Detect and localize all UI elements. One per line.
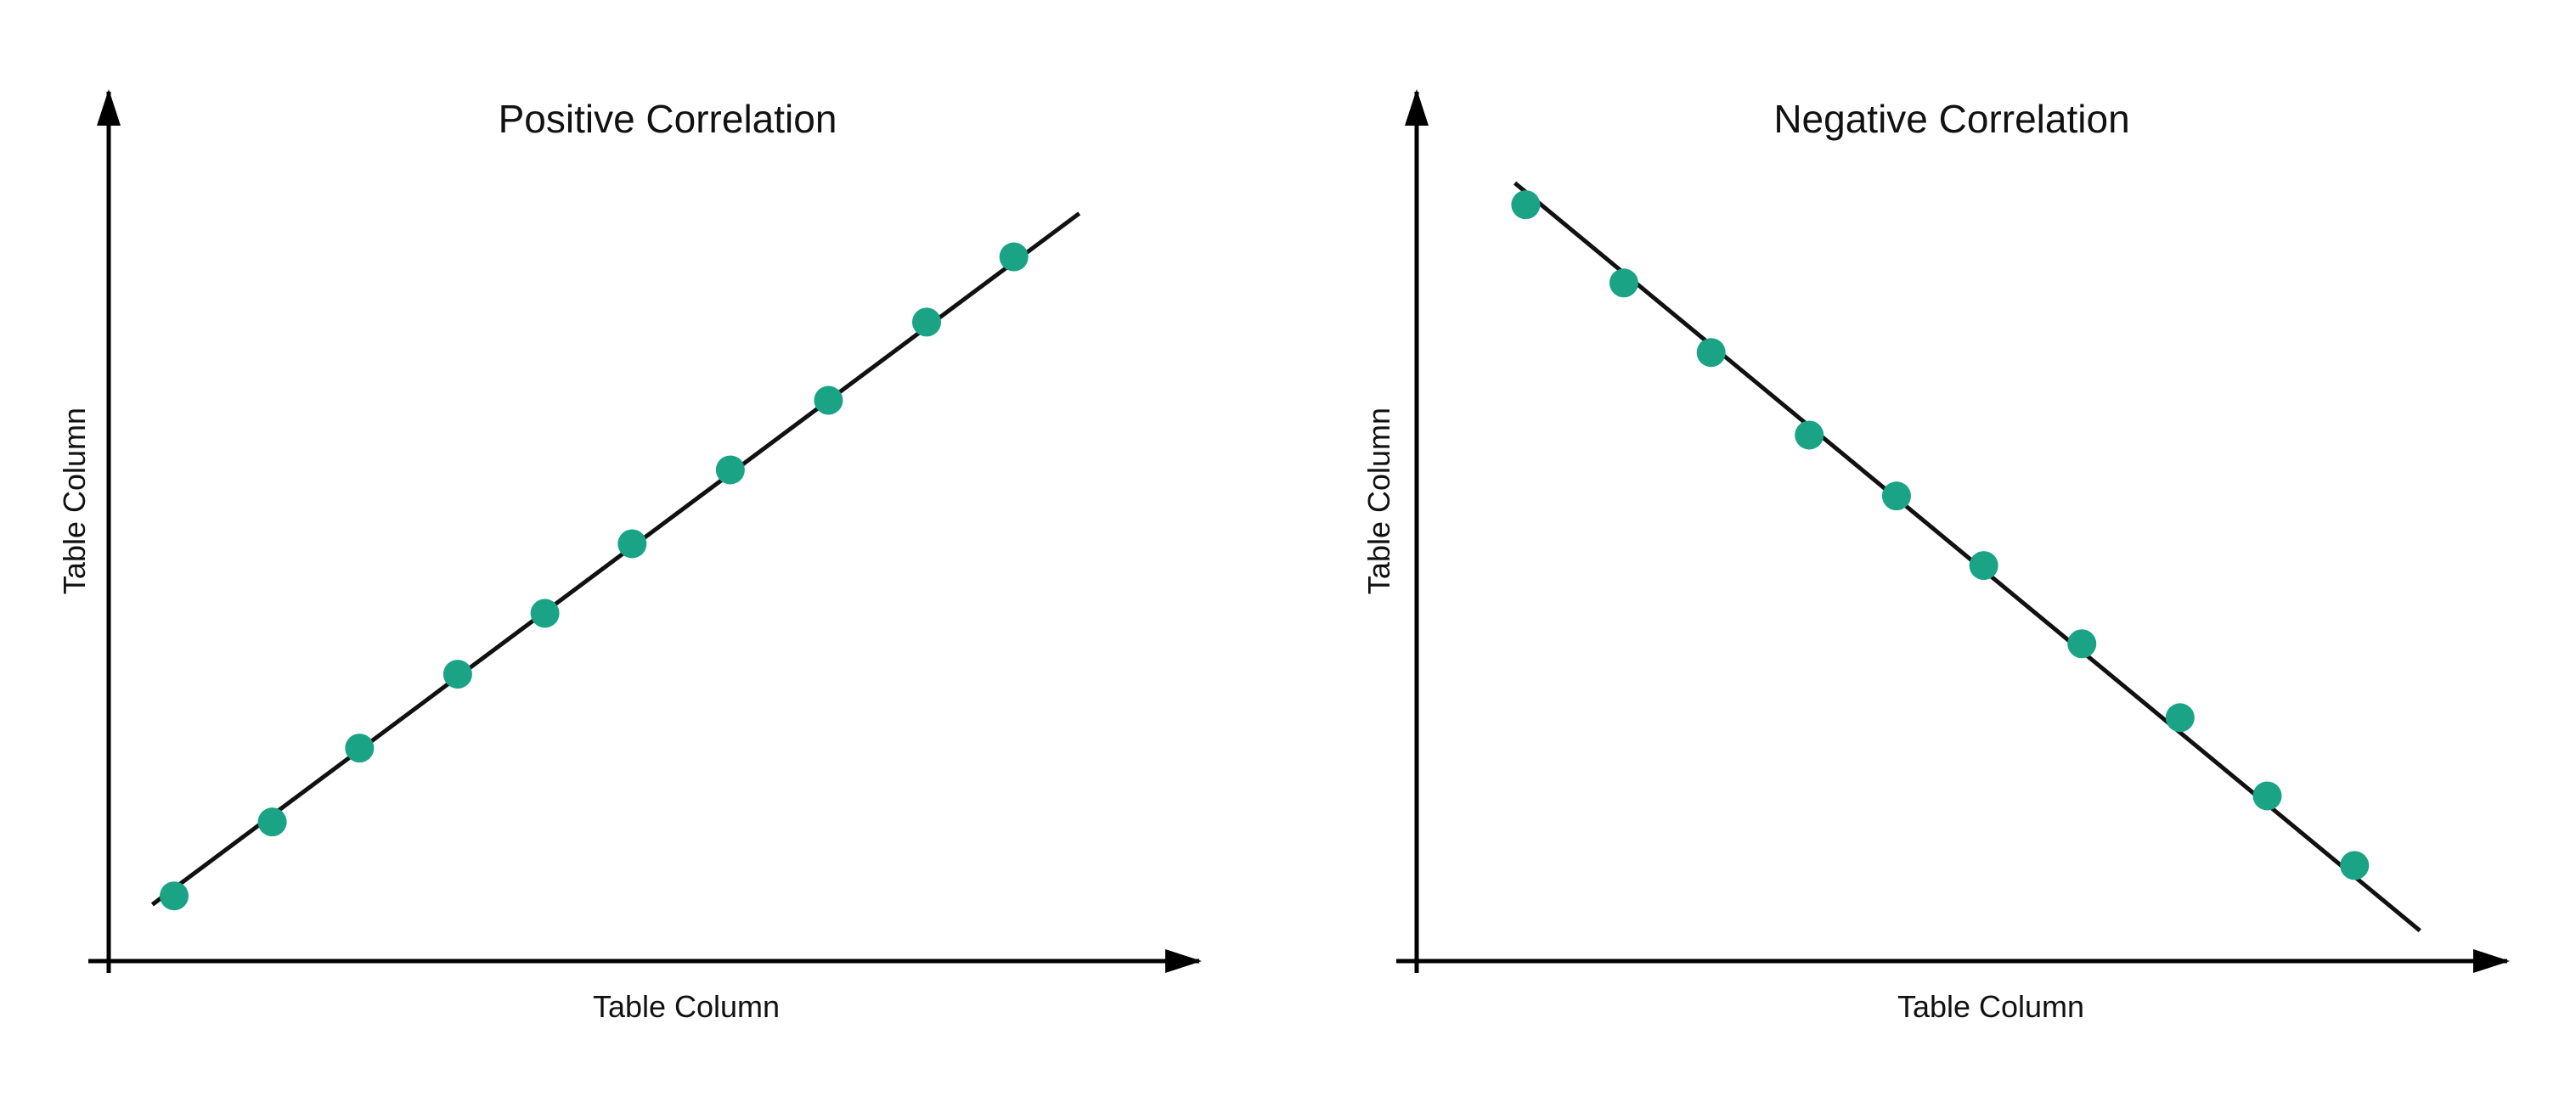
data-point xyxy=(1969,551,1998,581)
data-point xyxy=(1511,190,1541,220)
data-point xyxy=(345,734,375,763)
trendline-layer xyxy=(150,211,1081,907)
data-point xyxy=(2340,851,2370,880)
x-axis-arrow-icon xyxy=(2473,949,2510,973)
trend-line xyxy=(150,211,1081,907)
data-point xyxy=(814,385,843,415)
x-axis-label: Table Column xyxy=(593,989,780,1024)
chart-title: Positive Correlation xyxy=(499,97,837,141)
data-point xyxy=(2165,703,2195,733)
data-point xyxy=(160,881,189,911)
points-layer xyxy=(160,242,1029,911)
data-point xyxy=(1609,268,1638,298)
chart-title: Negative Correlation xyxy=(1773,97,2129,141)
data-point xyxy=(2067,629,2097,659)
data-point xyxy=(442,660,472,689)
positive-correlation-chart: Positive Correlation Table Column Table … xyxy=(57,89,1202,1024)
data-point xyxy=(257,807,287,837)
data-point xyxy=(1881,481,1911,511)
data-point xyxy=(715,455,745,485)
data-point xyxy=(617,529,647,559)
negative-correlation-chart: Negative Correlation Table Column Table … xyxy=(1361,89,2510,1024)
y-axis-label: Table Column xyxy=(1361,408,1396,594)
data-point xyxy=(912,307,941,337)
y-axis-arrow-icon xyxy=(97,89,121,126)
y-axis-arrow-icon xyxy=(1405,89,1429,126)
trend-line xyxy=(1513,181,2421,933)
data-point xyxy=(1696,338,1726,368)
x-axis-label: Table Column xyxy=(1897,989,2084,1024)
points-layer xyxy=(1511,190,2370,880)
trendline-layer xyxy=(1513,181,2421,933)
data-point xyxy=(999,242,1029,272)
data-point xyxy=(1795,420,1824,450)
data-point xyxy=(530,599,560,628)
x-axis-arrow-icon xyxy=(1165,949,1202,973)
data-point xyxy=(2252,781,2282,811)
y-axis-label: Table Column xyxy=(57,408,92,594)
